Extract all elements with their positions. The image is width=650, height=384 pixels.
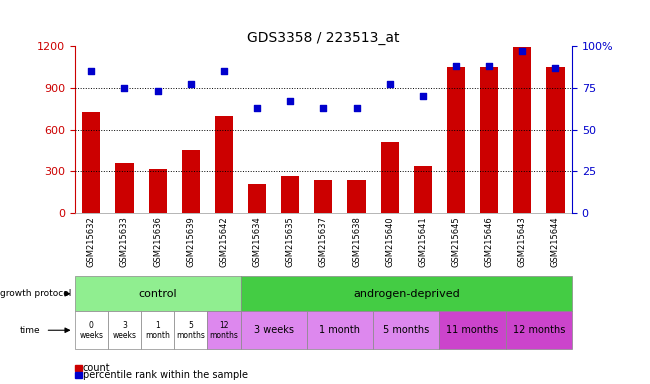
Point [550, 65, 560, 71]
Bar [413, 167, 432, 213]
Text: 0
weeks: 0 weeks [79, 321, 103, 340]
Text: count: count [83, 362, 111, 372]
Point [484, 63, 494, 69]
Bar [75, 372, 82, 378]
Bar [347, 180, 366, 213]
Bar [115, 163, 134, 213]
Bar [75, 365, 82, 371]
Point [152, 88, 162, 94]
Point [285, 98, 295, 104]
Point [351, 105, 361, 111]
Point [120, 85, 130, 91]
Bar [373, 311, 439, 349]
Point [252, 105, 262, 111]
Bar [506, 311, 572, 349]
Text: percentile rank within the sample: percentile rank within the sample [83, 370, 248, 380]
Text: 12
months: 12 months [209, 321, 239, 340]
Bar [214, 116, 233, 213]
Text: 5
months: 5 months [176, 321, 205, 340]
Text: androgen-deprived: androgen-deprived [353, 289, 460, 299]
Text: time: time [20, 326, 40, 335]
Bar [75, 311, 108, 349]
Text: 5 months: 5 months [383, 325, 430, 335]
Bar [248, 184, 266, 213]
Bar [281, 175, 300, 213]
Bar [480, 67, 499, 213]
Text: control: control [138, 289, 177, 299]
Text: 1
month: 1 month [145, 321, 170, 340]
Point [517, 48, 528, 54]
Bar [380, 142, 399, 213]
Point [384, 81, 395, 88]
Bar [174, 311, 207, 349]
Bar [75, 276, 240, 311]
Text: 3
weeks: 3 weeks [112, 321, 136, 340]
Bar [240, 311, 307, 349]
Bar [439, 311, 506, 349]
Bar [181, 151, 200, 213]
Bar [314, 180, 333, 213]
Bar [240, 276, 572, 311]
Bar [148, 169, 167, 213]
Point [86, 68, 97, 74]
Bar [447, 67, 465, 213]
Text: growth protocol: growth protocol [0, 289, 72, 298]
Bar [307, 311, 373, 349]
Bar [207, 311, 240, 349]
Title: GDS3358 / 223513_at: GDS3358 / 223513_at [247, 31, 400, 45]
Bar [546, 67, 565, 213]
Bar [513, 48, 532, 213]
Bar [108, 311, 141, 349]
Point [218, 68, 229, 74]
Bar [141, 311, 174, 349]
Bar [82, 111, 101, 213]
Point [318, 105, 328, 111]
Text: 11 months: 11 months [447, 325, 499, 335]
Text: 1 month: 1 month [319, 325, 361, 335]
Point [186, 81, 196, 88]
Text: 12 months: 12 months [513, 325, 565, 335]
Point [450, 63, 461, 69]
Point [417, 93, 428, 99]
Text: 3 weeks: 3 weeks [254, 325, 294, 335]
